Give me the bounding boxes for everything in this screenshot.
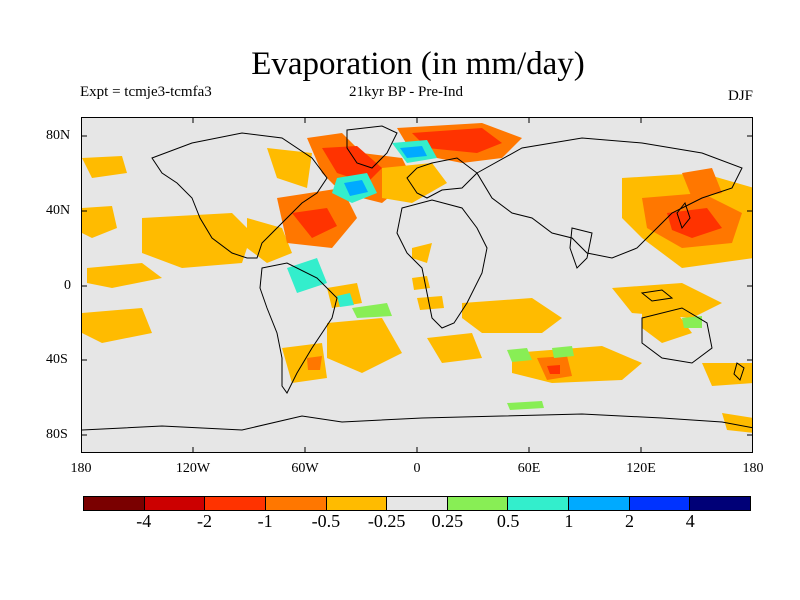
color-scale-label: -2: [196, 511, 212, 531]
color-swatch: [144, 497, 206, 510]
season-label: DJF: [727, 88, 753, 104]
color-scale-label: 1: [564, 511, 574, 531]
x-tick-label: 120E: [626, 461, 656, 476]
color-scale-label: 0.5: [496, 511, 520, 531]
x-tick-label: 0: [413, 461, 421, 476]
color-swatch: [629, 497, 691, 510]
period-label: 21kyr BP - Pre-Ind: [349, 84, 464, 100]
experiment-label: Expt = tcmje3-tcmfa3: [80, 84, 212, 100]
color-scale-label: -4: [136, 511, 152, 531]
x-tick-label: 60E: [517, 461, 541, 476]
x-tick-label: 180: [742, 461, 764, 476]
color-scale-label: 2: [625, 511, 635, 531]
coastlines: [82, 125, 752, 431]
color-scale-label: -0.5: [311, 511, 341, 531]
map-title: Evaporation (in mm/day): [251, 46, 585, 82]
y-tick-label: 40S: [46, 352, 68, 367]
x-tick-label: 120W: [175, 461, 211, 476]
color-scale-label: -1: [257, 511, 273, 531]
color-swatch: [387, 497, 448, 510]
y-tick-label: 80N: [46, 128, 71, 143]
color-swatch: [447, 497, 509, 510]
y-tick-label: 40N: [46, 203, 71, 218]
y-tick-label: 0: [64, 278, 71, 293]
color-swatch: [326, 497, 388, 510]
color-scale-label: 4: [685, 511, 695, 531]
y-tick-label: 80S: [46, 427, 68, 442]
color-scale-label: 0.25: [431, 511, 464, 531]
color-scale-bar: [83, 496, 751, 511]
x-tick-label: 180: [70, 461, 92, 476]
color-swatch: [690, 497, 751, 510]
color-swatch: [205, 497, 266, 510]
anomaly-shading: [82, 123, 752, 433]
color-swatch: [265, 497, 327, 510]
color-swatch: [569, 497, 630, 510]
color-swatch: [508, 497, 570, 510]
map-field: [82, 123, 752, 433]
x-tick-label: 60W: [291, 461, 319, 476]
color-swatch: [84, 497, 145, 510]
color-scale-label: -0.25: [367, 511, 406, 531]
